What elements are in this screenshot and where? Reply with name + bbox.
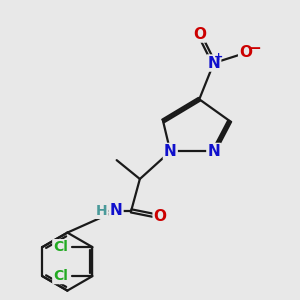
Text: Cl: Cl [53, 269, 68, 283]
Text: H: H [96, 204, 107, 218]
Text: −: − [249, 41, 261, 56]
Text: N: N [164, 144, 177, 159]
Text: O: O [239, 45, 252, 60]
Text: N: N [207, 56, 220, 70]
Text: N: N [110, 203, 122, 218]
Text: +: + [214, 52, 224, 61]
Text: N: N [207, 144, 220, 159]
Text: Cl: Cl [53, 240, 68, 254]
Text: O: O [154, 209, 166, 224]
Text: O: O [193, 26, 206, 41]
